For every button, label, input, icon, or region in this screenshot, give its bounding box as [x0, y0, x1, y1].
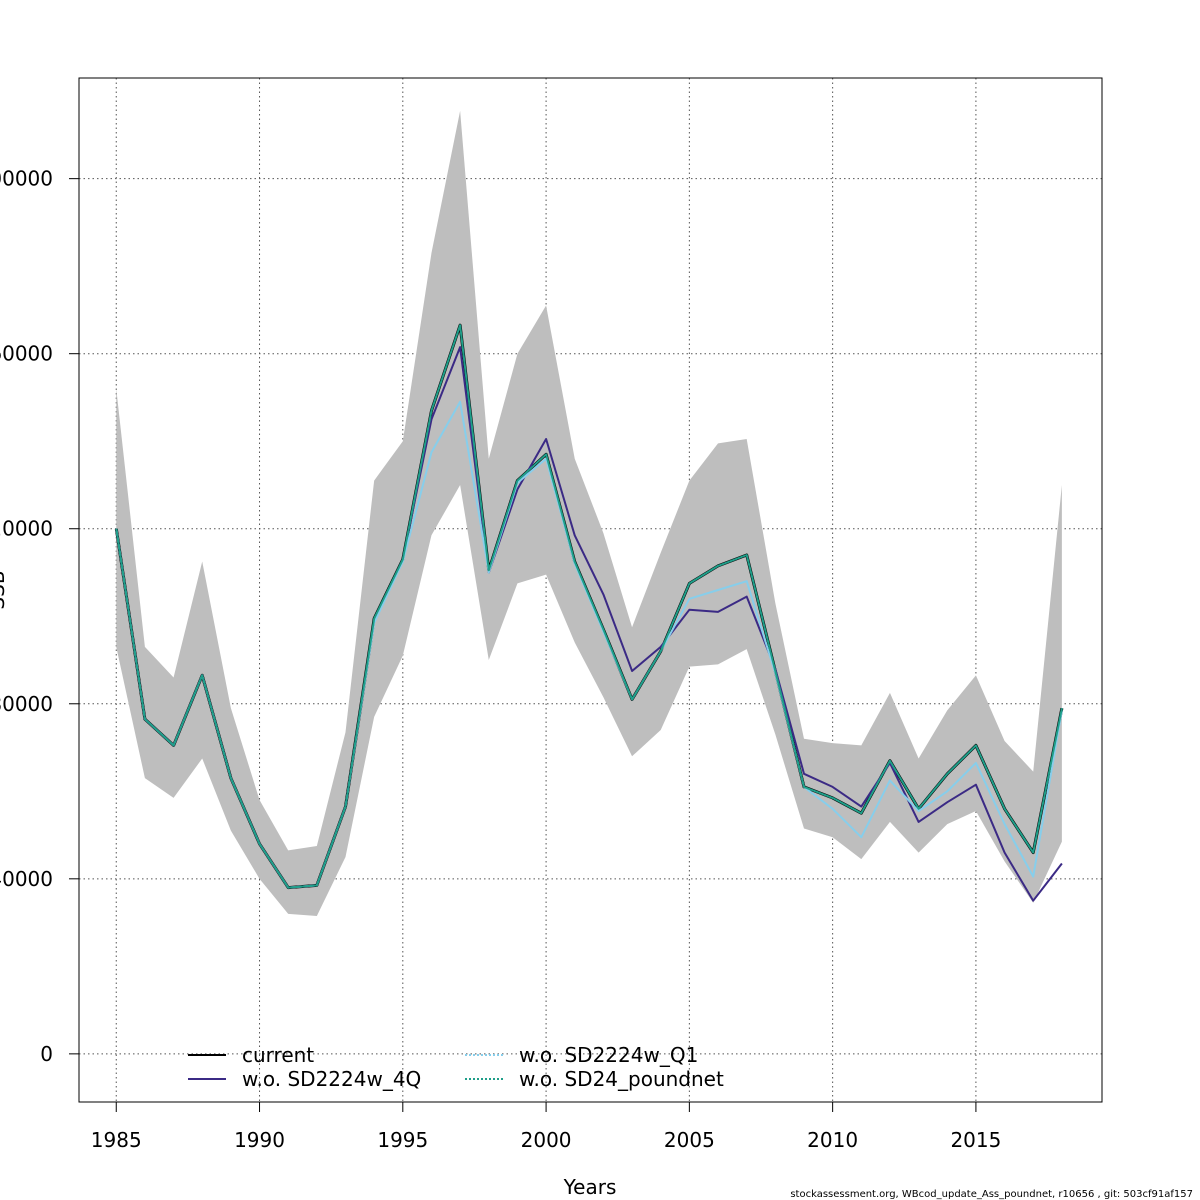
confidence-band-layer [116, 110, 1062, 917]
legend-label: w.o. SD2224w_4Q [242, 1067, 421, 1091]
y-tick-label: 40000 [0, 867, 53, 891]
x-axis-title: Years [563, 1175, 617, 1199]
x-tick-label: 2000 [521, 1128, 572, 1152]
x-tick-label: 1985 [91, 1128, 142, 1152]
x-tick-label: 2010 [807, 1128, 858, 1152]
y-tick-label: 200000 [0, 167, 53, 191]
footnote: stockassessment.org, WBcod_update_Ass_po… [790, 1189, 1193, 1200]
series-lines-layer [114, 323, 1064, 902]
series-line-w-o-sd24-poundnet [115, 324, 1063, 889]
x-tick-label: 1995 [377, 1128, 428, 1152]
y-tick-label: 80000 [0, 692, 53, 716]
y-tick-label: 120000 [0, 517, 53, 541]
plot-frame [78, 77, 1103, 1103]
axes: 1985 1990 1995 2000 2005 2010 2015 0 40000 80000 1… [0, 167, 1001, 1152]
y-axis-title: SSB [0, 570, 9, 609]
y-tick-label: 160000 [0, 342, 53, 366]
legend-label: w.o. SD24_poundnet [519, 1067, 724, 1091]
x-tick-label: 2015 [950, 1128, 1001, 1152]
legend-label: w.o. SD2224w_Q1 [519, 1043, 698, 1067]
x-tick-label: 2005 [664, 1128, 715, 1152]
y-tick-label: 0 [40, 1042, 53, 1066]
confidence-band [116, 110, 1062, 917]
x-tick-label: 1990 [234, 1128, 285, 1152]
legend-label: current [242, 1043, 314, 1067]
